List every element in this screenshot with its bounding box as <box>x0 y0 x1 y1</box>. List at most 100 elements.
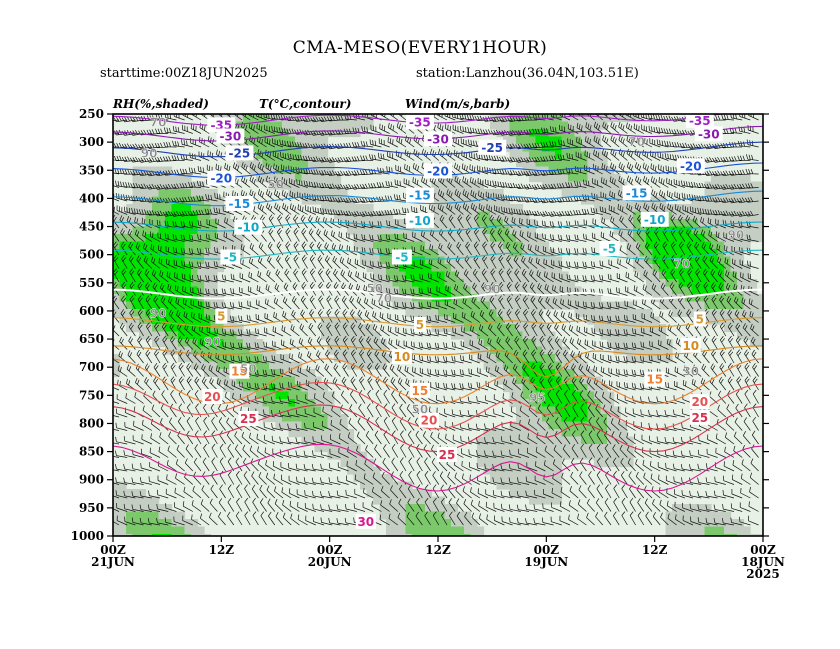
barb-feather <box>106 117 108 121</box>
rh-cell-70 <box>275 354 283 363</box>
rh-cell-70 <box>204 361 212 370</box>
rh-cell-70 <box>503 286 511 295</box>
rh-cell-90 <box>113 264 121 273</box>
rh-cell-70 <box>522 234 530 243</box>
rh-cell-70 <box>568 436 576 445</box>
rh-cell-90 <box>717 264 725 273</box>
rh-cell-70 <box>548 496 556 505</box>
barb-staff <box>153 367 161 377</box>
barb-staff <box>162 366 169 377</box>
rh-cell-90 <box>581 406 589 415</box>
barb-staff <box>158 249 169 256</box>
barb-feather <box>137 295 142 300</box>
rh-cell-70 <box>665 339 673 348</box>
rh-cell-70 <box>490 474 498 483</box>
wind-barb <box>169 417 177 431</box>
rh-cell-70 <box>347 121 355 130</box>
rh-cell-70 <box>555 459 563 468</box>
rh-cell-90 <box>178 331 186 340</box>
barb-staff <box>165 117 177 121</box>
rh-cell-70 <box>210 361 218 370</box>
barb-staff <box>157 237 169 242</box>
rh-cell-70 <box>600 189 608 198</box>
barb-feather <box>107 155 108 160</box>
barb-feather <box>144 219 146 225</box>
rh-cell-80 <box>724 294 732 303</box>
barb-feather <box>186 376 191 381</box>
barb-feather <box>170 211 175 217</box>
rh-cell-70 <box>516 436 524 445</box>
barb-staff <box>117 370 128 377</box>
wind-barb <box>126 364 136 377</box>
barb-feather <box>129 243 134 249</box>
rh-cell-80 <box>223 361 231 370</box>
rh-cell-70 <box>542 271 550 280</box>
barb-staff <box>182 114 193 121</box>
rh-cell-80 <box>165 189 173 198</box>
rh-cell-80 <box>555 166 563 175</box>
rh-cell-70 <box>477 459 485 468</box>
barb-feather <box>170 336 174 341</box>
barb-feather <box>131 463 134 469</box>
wind-barb <box>138 143 152 150</box>
rh-cell-70 <box>451 519 459 528</box>
wind-barb <box>119 215 128 229</box>
rh-cell-70 <box>574 189 582 198</box>
rh-cell-70 <box>327 204 335 213</box>
rh-cell-70 <box>314 174 322 183</box>
rh-cell-70 <box>327 346 335 355</box>
barb-staff <box>182 144 193 148</box>
rh-cell-80 <box>243 354 251 363</box>
rh-cell-80 <box>730 279 738 288</box>
rh-cell-70 <box>555 256 563 265</box>
wind-barb <box>153 308 161 323</box>
rh-cell-70 <box>451 511 459 520</box>
rh-cell-70 <box>321 429 329 438</box>
barb-feather <box>158 446 161 452</box>
rh-cell-70 <box>126 489 134 498</box>
barb-feather <box>179 365 184 370</box>
barb-staff <box>149 200 161 203</box>
barb-staff <box>178 393 185 404</box>
barb-feather <box>113 216 117 222</box>
rh-cell-70 <box>477 181 485 190</box>
rh-cell-70 <box>522 219 530 228</box>
barb-feather <box>112 368 113 373</box>
rh-cell-70 <box>230 376 238 385</box>
rh-cell-70 <box>535 324 543 333</box>
wind-barb <box>142 230 152 242</box>
rh-cell-70 <box>431 204 439 213</box>
rh-cell-70 <box>464 196 472 205</box>
rh-cell-70 <box>756 204 763 213</box>
rh-cell-70 <box>321 316 329 325</box>
rh-cell-70 <box>561 294 569 303</box>
rh-cell-70 <box>490 286 498 295</box>
barb-feather <box>136 208 139 214</box>
rh-cell-80 <box>282 136 290 145</box>
rh-cell-80 <box>464 301 472 310</box>
rh-cell-70 <box>431 241 439 250</box>
rh-cell-80 <box>288 376 296 385</box>
rh-cell-70 <box>529 174 537 183</box>
barb-staff <box>183 303 193 310</box>
rh-cell-80 <box>568 129 576 138</box>
rh-cell-70 <box>360 204 368 213</box>
rh-cell-90 <box>678 264 686 273</box>
rh-cell-70 <box>756 234 763 243</box>
rh-cell-70 <box>574 361 582 370</box>
wind-barb <box>162 183 177 190</box>
rh-cell-80 <box>581 429 589 438</box>
rh-cell-80 <box>145 219 153 228</box>
barb-feather <box>240 258 242 264</box>
wind-barb <box>161 322 169 337</box>
rh-cell-90 <box>178 226 186 235</box>
rh-cell-70 <box>522 324 530 333</box>
rh-cell-70 <box>516 309 524 318</box>
rh-cell-90 <box>672 241 680 250</box>
rh-cell-70 <box>516 226 524 235</box>
rh-cell-70 <box>158 331 166 340</box>
rh-cell-90 <box>165 279 173 288</box>
rh-cell-70 <box>503 271 511 280</box>
rh-cell-70 <box>353 354 361 363</box>
rh-cell-70 <box>659 324 667 333</box>
